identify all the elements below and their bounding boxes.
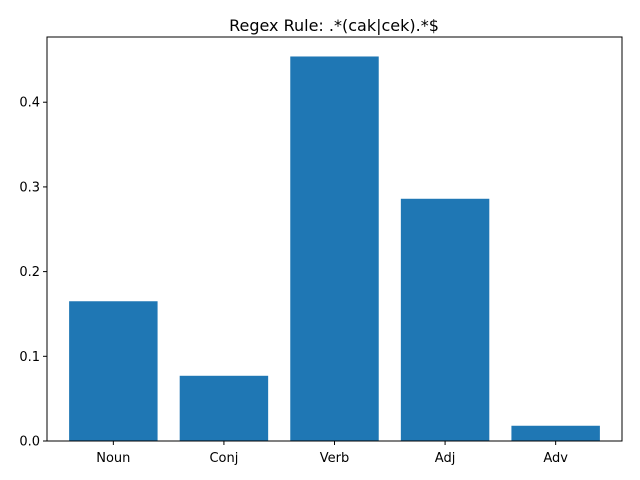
x-tick-label: Adj [435,451,456,466]
y-tick-label: 0.2 [19,265,40,280]
bar-adj [400,198,490,441]
bar-conj [179,375,269,441]
bars-group [69,56,600,442]
y-tick-label: 0.1 [19,350,40,365]
plot-area-frame [46,36,623,442]
bar-adv [511,425,600,441]
x-tick-label: Noun [96,451,130,466]
y-axis-ticks: 0.0 0.1 0.2 0.3 0.4 [19,96,47,450]
chart-title: Regex Rule: .*(cak|cek).*$ [229,16,439,35]
bar-noun [69,301,158,441]
y-tick-label: 0.3 [19,180,40,195]
x-tick-label: Verb [320,451,349,466]
bar-verb [290,56,379,442]
x-tick-label: Conj [209,451,238,466]
x-axis-ticks: Noun Conj Verb Adj Adv [96,441,568,466]
y-tick-label: 0.4 [19,96,40,111]
x-tick-label: Adv [543,451,568,466]
y-tick-label: 0.0 [19,435,40,450]
